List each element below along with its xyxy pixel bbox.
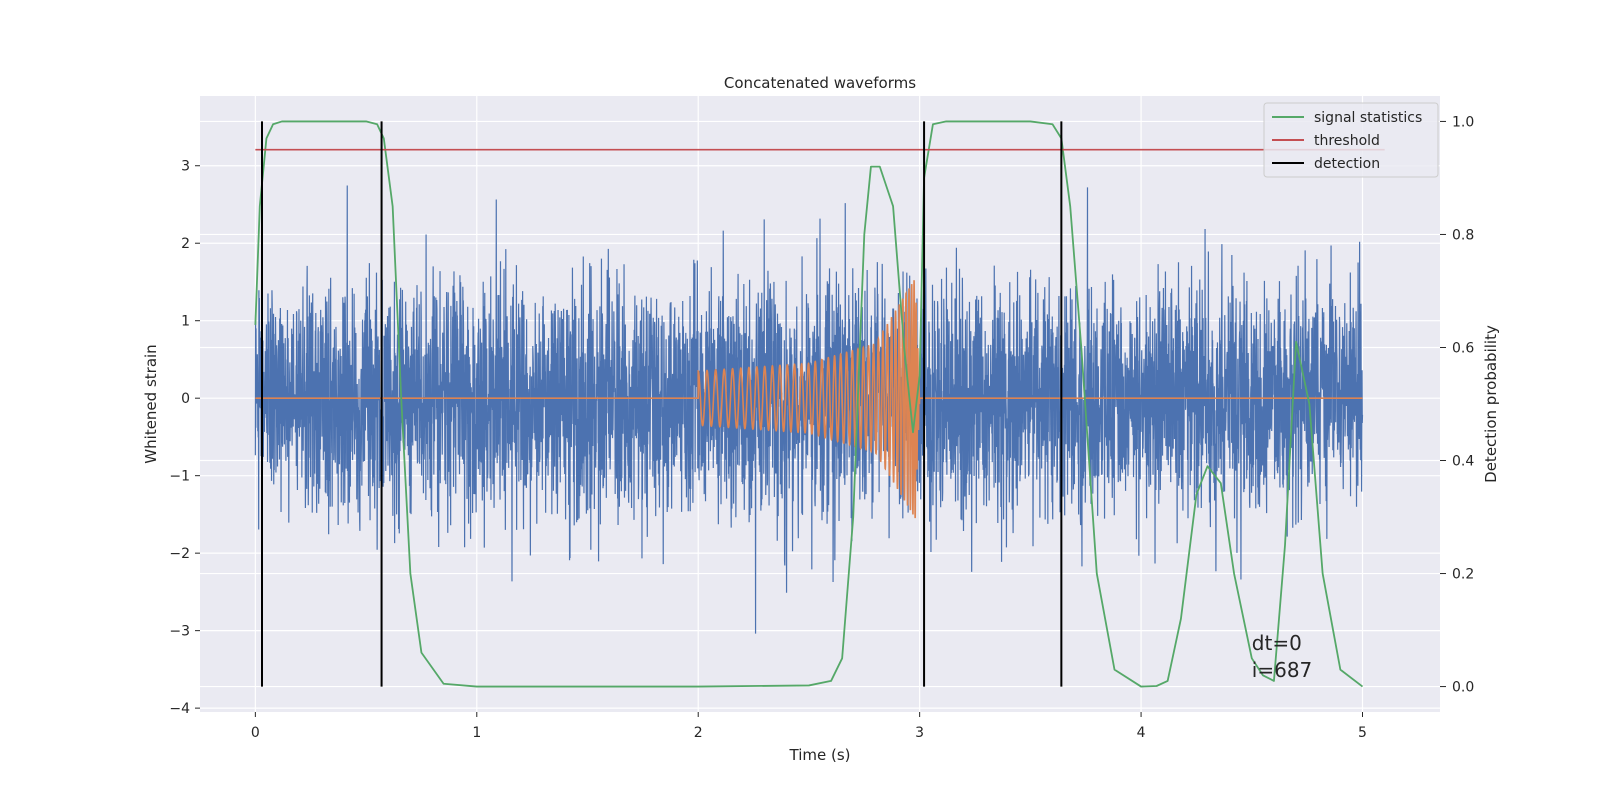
y-tick-label: −4 <box>169 701 190 717</box>
y2-tick-label: 0.0 <box>1452 680 1474 696</box>
annotation-text: dt=0 <box>1252 631 1302 655</box>
y-tick-label: −1 <box>169 469 190 485</box>
annotations: dt=0 i=687 <box>1252 631 1313 682</box>
legend-box <box>1263 102 1439 178</box>
y2-tick-label: 0.8 <box>1452 227 1474 243</box>
y2-tick-label: 1.0 <box>1452 114 1474 130</box>
x-tick-label: 4 <box>1137 725 1146 741</box>
x-tick-label: 3 <box>915 725 924 741</box>
annotation-text: i=687 <box>1252 658 1313 682</box>
y-tick-label: 3 <box>181 159 190 175</box>
y2-axis-label: Detection probability <box>1482 325 1500 483</box>
y2-tick-label: 0.6 <box>1452 340 1474 356</box>
y-axis-label: Whitened strain <box>142 344 160 463</box>
legend: signal statistics threshold detection <box>1263 102 1439 178</box>
y2-tick-label: 0.4 <box>1452 454 1474 470</box>
legend-label: threshold <box>1314 133 1380 149</box>
y-tick-label: 2 <box>181 236 190 252</box>
ticks: 0 1 2 3 4 5 −4 −3 −2 −1 0 1 2 3 0.0 0.2 0.4 0.6 0.8 1.0 <box>169 114 1474 741</box>
waveform-line <box>255 280 1363 519</box>
x-tick-label: 1 <box>472 725 481 741</box>
y-tick-label: −2 <box>169 546 190 562</box>
x-tick-label: 5 <box>1358 725 1367 741</box>
y2-tick-label: 0.2 <box>1452 567 1474 583</box>
y-tick-label: −3 <box>169 624 190 640</box>
y-tick-label: 0 <box>181 391 190 407</box>
x-axis-label: Time (s) <box>789 746 851 764</box>
y-tick-label: 1 <box>181 314 190 330</box>
x-tick-label: 0 <box>251 725 260 741</box>
chart-title: Concatenated waveforms <box>724 74 916 92</box>
strain-line <box>254 185 1364 634</box>
legend-label: signal statistics <box>1314 110 1422 126</box>
legend-label: detection <box>1314 156 1380 172</box>
x-tick-label: 2 <box>694 725 703 741</box>
plot-lines <box>254 120 1385 688</box>
